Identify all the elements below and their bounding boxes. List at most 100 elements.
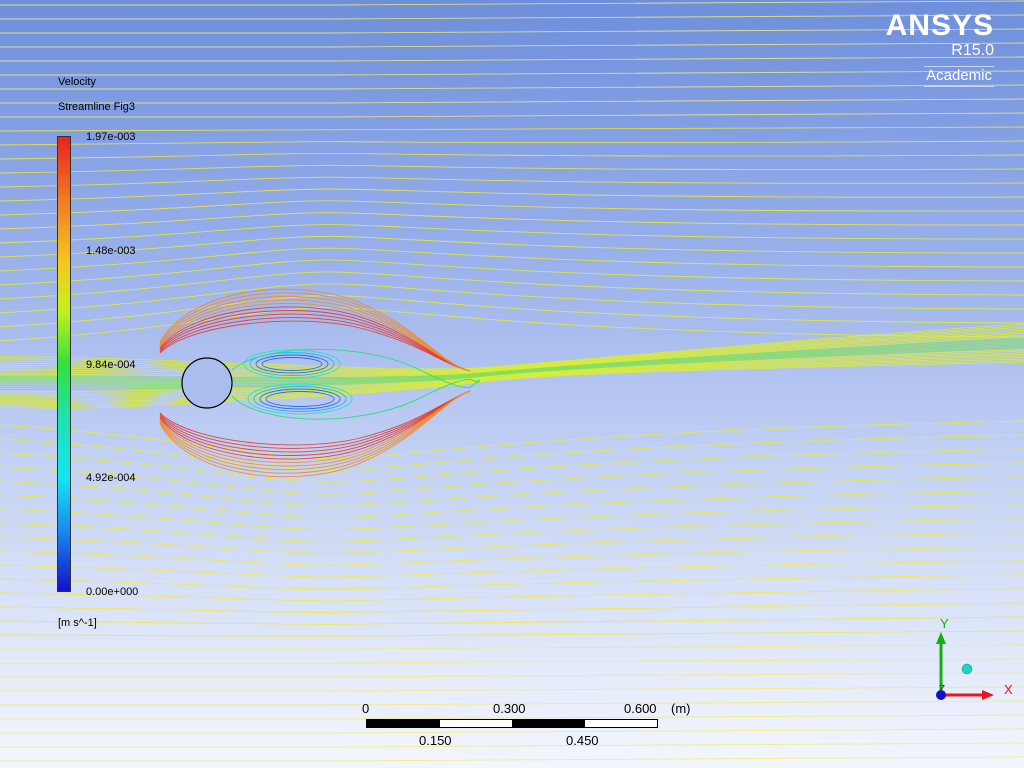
streamline	[159, 320, 471, 372]
streamline	[0, 504, 1024, 531]
streamline	[0, 295, 1024, 328]
scale-bar: 0 0.300 0.600 (m) 0.150 0.450	[362, 700, 706, 760]
legend-subtitle: Streamline Fig3	[58, 101, 136, 113]
streamline	[0, 42, 1024, 48]
streamline	[159, 288, 471, 372]
streamline	[0, 352, 1024, 397]
y-axis-label: Y	[940, 616, 949, 631]
streamline	[0, 546, 1024, 566]
logo-brand: ANSYS	[885, 9, 994, 42]
streamline	[0, 560, 1024, 578]
recirculation-eddy	[265, 391, 335, 407]
recirculation-eddy	[243, 349, 341, 379]
streamline	[0, 616, 1024, 625]
legend-unit: [m s^-1]	[58, 617, 97, 629]
streamline	[0, 349, 1024, 393]
y-axis-arrowhead	[936, 632, 946, 644]
streamline	[0, 588, 1024, 602]
streamline	[0, 247, 1024, 272]
streamline	[0, 532, 1024, 554]
streamline	[0, 164, 1024, 174]
scale-bar-graphic	[366, 719, 658, 728]
recirculation-eddy	[249, 352, 335, 376]
scale-label: 0.600	[624, 701, 657, 716]
streamline	[0, 518, 1024, 542]
streamline	[159, 390, 471, 478]
streamline	[0, 361, 1024, 410]
streamline	[0, 630, 1024, 637]
streamline	[0, 323, 1024, 370]
streamline	[231, 348, 481, 388]
streamline	[0, 462, 1024, 495]
legend-tick-min: 0.00e+000	[86, 586, 139, 598]
streamline	[0, 658, 1024, 664]
streamline	[0, 686, 1024, 692]
streamline	[0, 353, 1024, 399]
legend-tick: 1.48e-003	[86, 245, 136, 257]
color-legend-bar	[57, 136, 71, 592]
legend-tick: 9.84e-004	[86, 359, 136, 371]
streamline	[0, 358, 1024, 406]
x-axis-arrowhead	[982, 690, 994, 700]
streamline	[0, 70, 1024, 76]
streamline	[0, 644, 1024, 650]
streamline	[0, 355, 1024, 401]
streamline	[0, 434, 1024, 471]
streamline	[0, 212, 1024, 230]
streamline	[0, 337, 1024, 378]
streamline	[0, 259, 1024, 286]
logo-edition: Academic	[924, 66, 994, 87]
streamline	[0, 0, 1024, 6]
streamline	[0, 490, 1024, 519]
scale-unit: (m)	[671, 701, 691, 716]
streamline	[0, 345, 1024, 388]
streamline	[0, 153, 1024, 160]
streamline	[231, 379, 481, 420]
legend-tick-max: 1.97e-003	[86, 131, 136, 143]
streamline	[0, 336, 1024, 377]
streamline	[0, 334, 1024, 376]
streamline	[0, 344, 1024, 386]
streamline	[0, 112, 1024, 118]
streamline	[0, 325, 1024, 371]
legend-tick: 4.92e-004	[86, 472, 136, 484]
recirculation-eddy	[259, 388, 341, 410]
streamline	[0, 574, 1024, 590]
streamline	[0, 350, 1024, 395]
recirculation-eddy	[261, 357, 323, 371]
recirculation-eddy	[255, 354, 329, 374]
streamline	[0, 420, 1024, 459]
streamline	[0, 98, 1024, 104]
streamline	[0, 326, 1024, 371]
streamline	[0, 347, 1024, 390]
streamline	[0, 224, 1024, 244]
scale-label: 0.450	[566, 733, 599, 748]
scale-label: 0	[362, 701, 370, 716]
z-axis-label: Z	[939, 684, 945, 695]
z-axis-dot	[936, 690, 946, 700]
scale-label: 0.300	[493, 701, 526, 716]
streamline	[0, 271, 1024, 300]
streamline	[0, 339, 1024, 380]
streamline	[0, 28, 1024, 34]
streamline	[0, 56, 1024, 62]
streamline	[0, 283, 1024, 314]
x-axis-label: X	[1004, 682, 1013, 697]
streamline	[0, 140, 1024, 146]
streamline	[0, 84, 1024, 90]
logo-version: R15.0	[951, 42, 994, 59]
scale-label: 0.150	[419, 733, 452, 748]
streamline	[0, 14, 1024, 20]
streamline	[0, 176, 1024, 188]
ansys-logo: ANSYS R15.0 Academic	[886, 10, 994, 87]
streamline	[0, 126, 1024, 132]
streamline	[0, 329, 1024, 373]
axis-triad[interactable]: Y X Z	[920, 612, 1020, 712]
recirculation-eddy	[253, 386, 347, 412]
streamline	[159, 303, 471, 372]
streamline	[0, 235, 1024, 258]
streamline	[0, 448, 1024, 483]
legend-title: Velocity	[58, 76, 96, 88]
streamline	[0, 307, 1024, 342]
